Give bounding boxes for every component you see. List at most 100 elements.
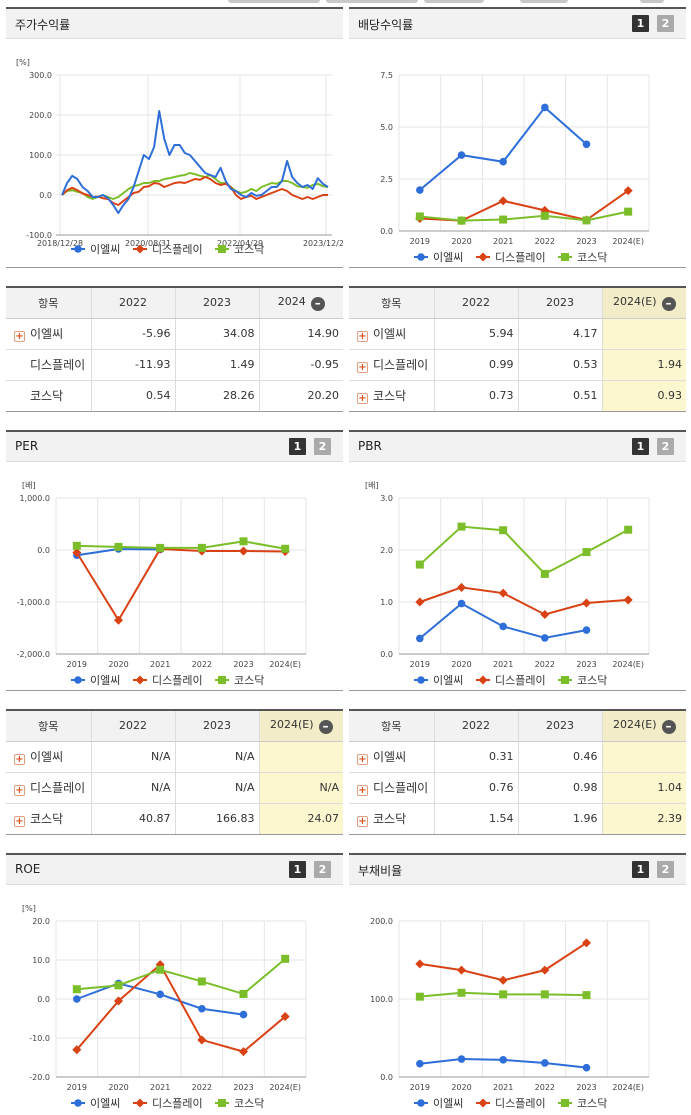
column-header-item: 항목	[6, 287, 91, 319]
table-cell: 0.53	[517, 349, 602, 381]
column-header-year: 2022	[90, 287, 175, 319]
y-tick-label: 1.0	[380, 598, 393, 607]
row-label[interactable]: + 코스닥	[349, 803, 434, 835]
data-point	[456, 965, 467, 975]
expand-icon[interactable]: +	[357, 331, 368, 342]
page-1-button[interactable]: 1	[632, 861, 649, 878]
y-unit-label: [%]	[22, 904, 36, 913]
series-line	[419, 602, 587, 640]
page-2-button[interactable]: 2	[657, 15, 674, 32]
table-row: + 코스닥 1.54 1.96 2.39	[349, 803, 686, 835]
x-tick-label: 2019	[67, 660, 87, 669]
row-label[interactable]: + 디스플레이	[349, 349, 434, 381]
row-label[interactable]: + 디스플레이	[6, 772, 91, 804]
data-point	[457, 522, 466, 531]
collapse-icon[interactable]: –	[661, 719, 676, 734]
dividend-yield-chart: 7.5 5.0 2.5 0.0 2019 2020 2021 2022 2023 2024(E) 이…	[380, 71, 650, 264]
expand-icon[interactable]: +	[14, 754, 25, 765]
row-label[interactable]: + 이엘씨	[349, 318, 434, 350]
data-point	[457, 988, 466, 997]
page-2-button[interactable]: 2	[657, 861, 674, 878]
page-1-button[interactable]: 1	[289, 861, 306, 878]
data-point	[416, 1059, 424, 1068]
data-point	[499, 526, 508, 535]
x-tick-label: 2018/12/28	[37, 239, 83, 248]
y-tick-label: 3.0	[380, 494, 393, 503]
table-row: + 코스닥 0.73 0.51 0.93	[349, 380, 686, 412]
row-label[interactable]: + 이엘씨	[6, 741, 91, 773]
data-point	[197, 543, 206, 552]
x-tick-label: 2024(E)	[612, 660, 644, 669]
data-point	[582, 140, 591, 149]
collapse-icon[interactable]: –	[318, 719, 333, 734]
row-label[interactable]: + 이엘씨	[349, 741, 434, 773]
data-point	[561, 1099, 569, 1107]
data-point	[416, 634, 424, 643]
x-tick-label: 2023	[233, 660, 253, 669]
page-1-button[interactable]: 1	[632, 438, 649, 455]
page-1-button[interactable]: 1	[289, 438, 306, 455]
row-label[interactable]: + 디스플레이	[349, 772, 434, 804]
y-tick-label: 10.0	[32, 956, 50, 965]
data-point	[540, 990, 549, 999]
expand-icon[interactable]: +	[357, 362, 368, 373]
expand-icon[interactable]: +	[357, 816, 368, 827]
data-point	[478, 1098, 488, 1108]
data-point	[239, 989, 248, 998]
page-2-button[interactable]: 2	[657, 438, 674, 455]
expand-icon[interactable]: +	[357, 785, 368, 796]
table-cell: 0.31	[433, 741, 518, 773]
series-line	[419, 942, 588, 982]
table-cell: N/A	[258, 772, 343, 804]
table-cell	[258, 741, 343, 773]
row-label-text: 이엘씨	[373, 327, 407, 341]
legend-item: 디스플레이	[495, 1097, 546, 1110]
expand-icon[interactable]: +	[357, 393, 368, 404]
legend-item: 코스닥	[234, 1097, 264, 1110]
series-3	[72, 537, 290, 553]
page-1-button[interactable]: 1	[632, 15, 649, 32]
collapse-icon[interactable]: –	[661, 296, 676, 311]
collapse-icon[interactable]: –	[310, 296, 325, 311]
series-line	[76, 540, 286, 550]
panel-title: PER	[15, 439, 39, 453]
legend-item: 이엘씨	[90, 674, 120, 687]
row-label-text: 코스닥	[373, 389, 407, 403]
series-1	[416, 599, 591, 643]
series-2	[415, 582, 633, 620]
table-row: + 디스플레이 0.99 0.53 1.94	[349, 349, 686, 381]
y-tick-label: -1,000.0	[17, 598, 50, 607]
y-tick-label: 5.0	[380, 123, 393, 132]
y-tick-label: -2,000.0	[17, 650, 50, 659]
page-2-button[interactable]: 2	[314, 438, 331, 455]
table-cell: 0.51	[517, 380, 602, 412]
table-cell: 5.94	[433, 318, 518, 350]
data-point	[499, 1056, 507, 1064]
data-point	[239, 537, 248, 546]
row-label[interactable]: + 코스닥	[349, 380, 434, 412]
legend: 이엘씨 디스플레이 코스닥	[414, 251, 607, 264]
expand-icon[interactable]: +	[14, 785, 25, 796]
legend-item: 코스닥	[577, 1097, 607, 1110]
expand-icon[interactable]: +	[357, 754, 368, 765]
data-point	[417, 1099, 425, 1107]
data-point	[156, 990, 164, 999]
expand-icon[interactable]: +	[14, 331, 25, 342]
table-cell: 14.90	[258, 318, 343, 350]
panel-title: 주가수익률	[15, 18, 71, 32]
x-tick-label: 2023	[576, 660, 596, 669]
series-line	[61, 176, 328, 206]
x-tick-label: 2024(E)	[612, 1083, 644, 1092]
data-point	[135, 1098, 145, 1108]
series-line	[76, 958, 286, 996]
page-2-button[interactable]: 2	[314, 861, 331, 878]
expand-icon[interactable]: +	[14, 816, 25, 827]
row-label[interactable]: + 이엘씨	[6, 318, 91, 350]
table-cell: N/A	[90, 772, 175, 804]
data-point	[561, 253, 569, 261]
row-label[interactable]: + 코스닥	[6, 803, 91, 835]
column-header-year: 2022	[433, 287, 518, 319]
table-cell: -0.95	[258, 349, 343, 381]
data-point	[624, 207, 633, 216]
